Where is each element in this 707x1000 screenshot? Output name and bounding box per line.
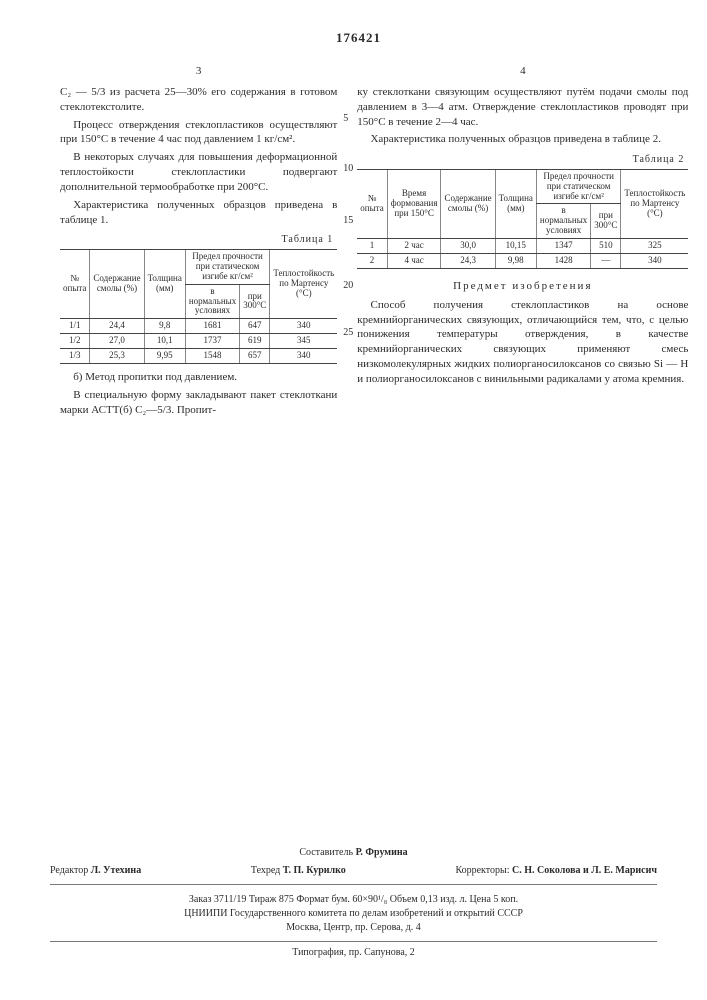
t1-h-no: № опыта (60, 249, 90, 318)
line-marker-10: 10 (343, 162, 353, 176)
t1-h-300c: при 300°С (240, 284, 270, 319)
left-column-number: 3 (60, 64, 337, 79)
table-row: 1 2 час 30,0 10,15 1347 510 325 (357, 239, 688, 254)
table1-caption: Таблица 1 (60, 233, 333, 247)
t2-h-strength: Предел прочности при статическом изгибе … (536, 169, 620, 204)
pub-line-3: Москва, Центр, пр. Серова, д. 4 (50, 921, 657, 935)
composer-label: Составитель (299, 847, 353, 858)
editor-name: Л. Утехина (91, 865, 141, 876)
line-marker-20: 20 (343, 279, 353, 293)
t2-h-normal: в нормальных условиях (536, 204, 590, 239)
t1-h-resin: Содержание смолы (%) (90, 249, 144, 318)
right-p1: ку стеклоткани связующим осуществляют пу… (357, 85, 688, 130)
t2-h-no: № опыта (357, 169, 387, 238)
right-column-number: 4 (357, 64, 688, 79)
line-marker-15: 15 (343, 214, 353, 228)
line-marker-5: 5 (343, 112, 348, 126)
t2-h-heat: Теплостойкость по Мартенсу (°C) (621, 169, 688, 238)
table-row: 1/1 24,4 9,8 1681 647 340 (60, 319, 337, 334)
corrector-names: С. Н. Соколова и Л. Е. Марисич (512, 865, 657, 876)
left-p2: Процесс отверждения стеклопластиков осущ… (60, 118, 337, 148)
editor-label: Редактор (50, 865, 88, 876)
left-column: 3 С₂ — 5/3 из расчета 25—30% его содержа… (60, 64, 337, 420)
tech-name: Т. П. Курилко (283, 865, 346, 876)
t1-h-heat: Теплостойкость по Мартенсу (°C) (270, 249, 337, 318)
right-p2: Характеристика полученных образцов приве… (357, 132, 688, 147)
left-p3: В некоторых случаях для повышения деформ… (60, 150, 337, 195)
document-number: 176421 (60, 30, 657, 46)
footer: Составитель Р. Фрумина Редактор Л. Утехи… (50, 846, 657, 960)
t2-h-time: Время формования при 150°С (387, 169, 441, 238)
left-p4: Характеристика полученных образцов приве… (60, 198, 337, 228)
table-row: 2 4 час 24,3 9,98 1428 — 340 (357, 253, 688, 268)
table2-caption: Таблица 2 (357, 153, 684, 167)
line-marker-25: 25 (343, 326, 353, 340)
table1-body: 1/1 24,4 9,8 1681 647 340 1/2 27,0 10,1 … (60, 319, 337, 364)
pub-line-2: ЦНИИПИ Государственного комитета по дела… (50, 907, 657, 921)
pub-line-1: Заказ 3711/19 Тираж 875 Формат бум. 60×9… (50, 893, 657, 907)
typography-line: Типография, пр. Сапунова, 2 (50, 946, 657, 960)
left-p5: б) Метод пропитки под давлением. (60, 370, 337, 385)
t2-h-thick: Толщина (мм) (495, 169, 536, 238)
table1: № опыта Содержание смолы (%) Толщина (мм… (60, 249, 337, 364)
page: 176421 3 С₂ — 5/3 из расчета 25—30% его … (0, 0, 707, 1000)
left-p6: В специальную форму закладывают пакет ст… (60, 388, 337, 418)
table-row: 1/3 25,3 9,95 1548 657 340 (60, 349, 337, 364)
t1-h-normal: в нормальных условиях (185, 284, 239, 319)
t2-h-resin: Содержание смолы (%) (441, 169, 495, 238)
table2-body: 1 2 час 30,0 10,15 1347 510 325 2 4 час … (357, 239, 688, 269)
table-row: 1/2 27,0 10,1 1737 619 345 (60, 334, 337, 349)
t1-h-thick: Толщина (мм) (144, 249, 185, 318)
left-p1: С₂ — 5/3 из расчета 25—30% его содержани… (60, 85, 337, 115)
t2-h-300c: при 300°С (591, 204, 621, 239)
two-column-body: 3 С₂ — 5/3 из расчета 25—30% его содержа… (60, 64, 657, 420)
table2: № опыта Время формования при 150°С Содер… (357, 169, 688, 269)
right-p3: Способ получения стеклопластиков на осно… (357, 298, 688, 387)
right-column: 4 5 10 15 20 25 ку стеклоткани связующим… (357, 64, 688, 420)
composer-name: Р. Фрумина (356, 847, 408, 858)
subject-heading: Предмет изобретения (357, 279, 688, 294)
t1-h-strength: Предел прочности при статическом изгибе … (185, 249, 269, 284)
corrector-label: Корректоры: (455, 865, 509, 876)
tech-label: Техред (251, 865, 280, 876)
